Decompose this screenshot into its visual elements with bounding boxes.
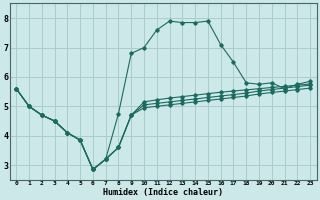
X-axis label: Humidex (Indice chaleur): Humidex (Indice chaleur) (103, 188, 223, 197)
